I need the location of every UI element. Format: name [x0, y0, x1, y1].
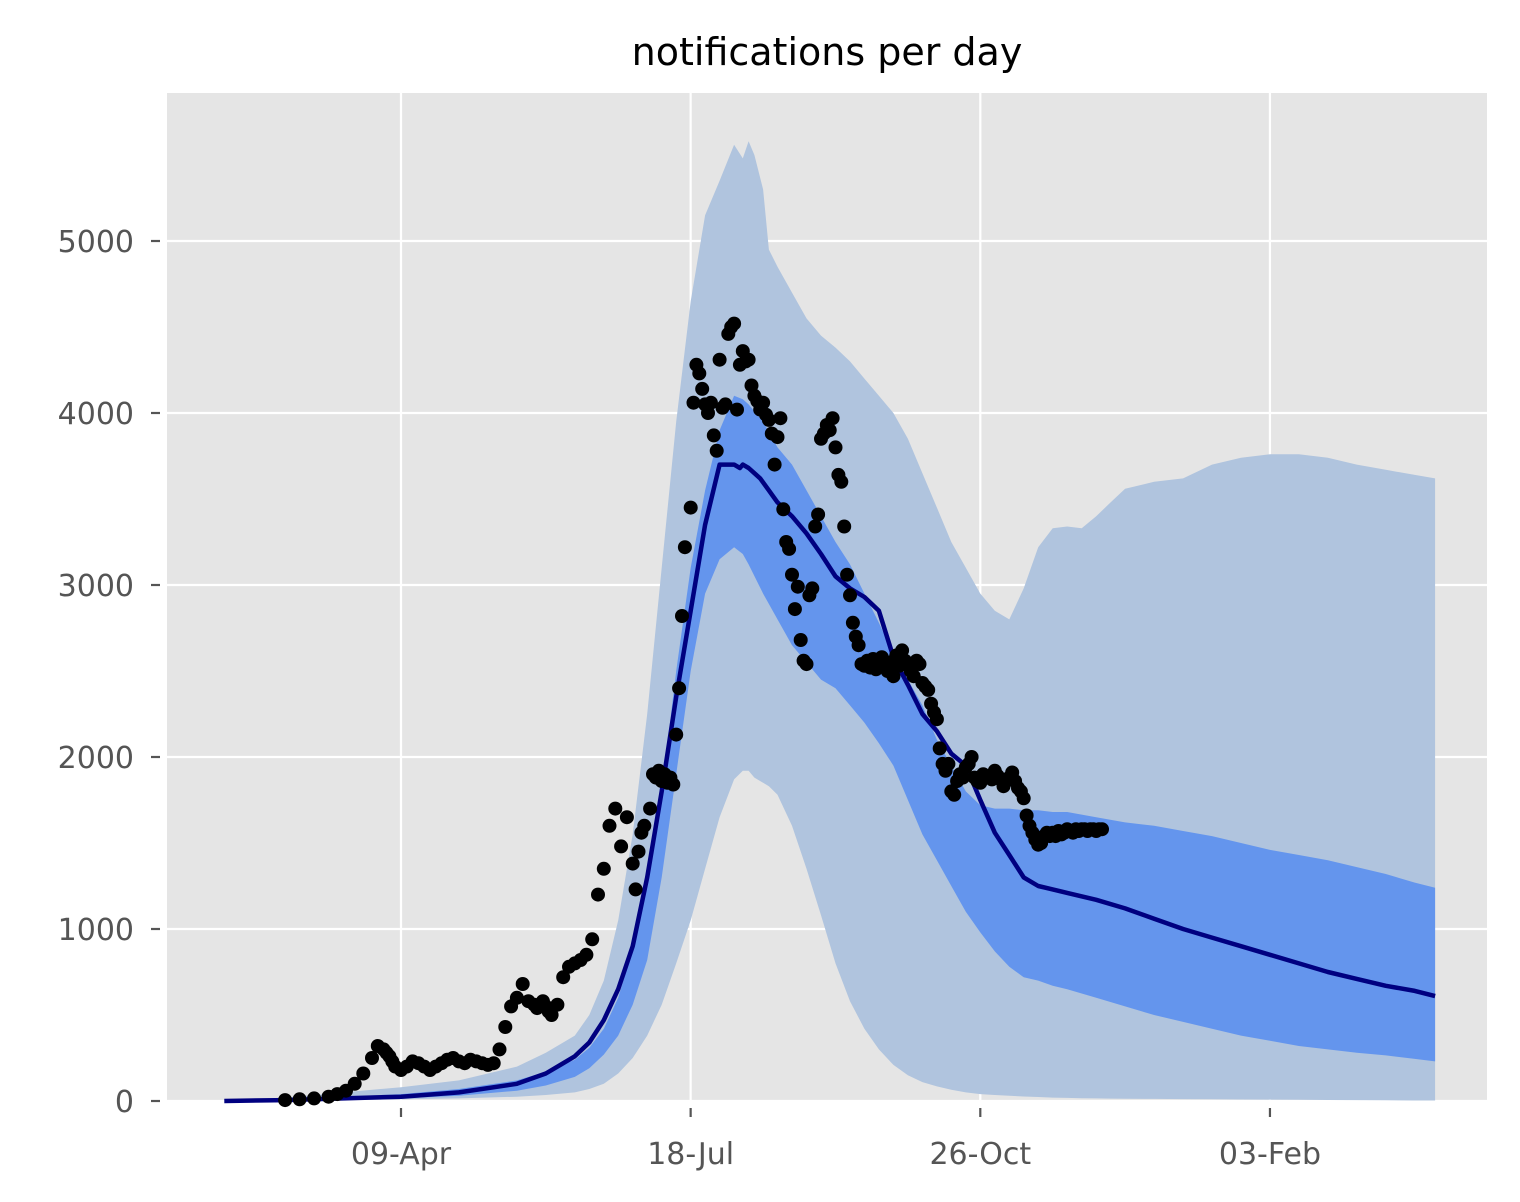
data-point	[486, 1056, 501, 1071]
data-point	[811, 507, 826, 522]
data-point	[683, 500, 698, 515]
data-point	[828, 440, 843, 455]
data-point	[492, 1042, 507, 1057]
data-point	[941, 756, 956, 771]
median-line	[224, 462, 1436, 1104]
y-tick-label: 4000	[58, 397, 134, 432]
data-point	[782, 541, 797, 556]
data-point	[808, 519, 823, 534]
data-point	[921, 682, 936, 697]
y-axis: 0 1000 2000 3000 4000 5000	[58, 225, 160, 1120]
x-axis: 09-Apr 18-Jul 26-Oct 03-Feb	[351, 1108, 1321, 1172]
y-tick-label: 0	[115, 1085, 134, 1120]
inner-credible-band	[224, 395, 1436, 1101]
data-point	[793, 633, 808, 647]
data-point	[292, 1092, 307, 1107]
data-point	[686, 395, 701, 410]
data-point	[947, 787, 962, 802]
x-tick-label: 26-Oct	[929, 1137, 1031, 1172]
data-point	[591, 887, 605, 902]
data-point	[843, 588, 857, 603]
data-point	[1016, 791, 1031, 806]
data-point	[619, 810, 634, 825]
data-point	[730, 402, 744, 417]
data-point	[709, 443, 724, 458]
data-point	[703, 395, 718, 410]
data-point	[805, 581, 820, 596]
data-point	[929, 712, 944, 727]
data-point	[614, 839, 629, 854]
data-point	[706, 428, 721, 443]
x-tick-label: 09-Apr	[351, 1137, 452, 1172]
data-point	[695, 381, 710, 396]
data-point	[550, 997, 565, 1012]
data-point	[822, 423, 837, 438]
data-point	[718, 397, 733, 412]
data-point	[756, 395, 771, 410]
observed-points	[278, 316, 1109, 1108]
y-tick-label: 3000	[58, 569, 134, 604]
data-point	[692, 366, 707, 381]
data-point	[785, 567, 799, 582]
data-point	[790, 579, 805, 594]
data-point	[727, 316, 742, 331]
data-point	[625, 856, 640, 871]
data-point	[544, 1008, 559, 1022]
data-point	[637, 818, 652, 833]
data-point	[365, 1051, 379, 1065]
data-point	[643, 801, 658, 816]
data-point	[770, 430, 785, 445]
data-point	[834, 474, 849, 489]
data-point	[608, 801, 623, 816]
data-point	[631, 844, 646, 859]
data-point	[509, 990, 524, 1005]
data-point	[851, 638, 866, 653]
data-point	[840, 567, 855, 582]
data-point	[825, 411, 840, 426]
data-point	[675, 609, 689, 623]
y-tick-label: 5000	[58, 225, 134, 260]
data-point	[837, 519, 852, 534]
data-point	[741, 352, 756, 367]
data-point	[912, 657, 927, 672]
data-point	[347, 1076, 362, 1091]
data-point	[886, 669, 901, 684]
y-tick-label: 2000	[58, 741, 134, 776]
data-point	[773, 411, 788, 426]
data-point	[585, 932, 600, 947]
data-point	[628, 882, 643, 897]
data-point	[712, 352, 727, 367]
data-point	[672, 681, 687, 696]
data-point	[787, 602, 802, 617]
data-point	[498, 1020, 513, 1034]
data-point	[579, 947, 594, 962]
data-point	[666, 777, 681, 792]
data-point	[356, 1066, 371, 1081]
data-point	[669, 727, 684, 742]
data-point	[761, 412, 776, 427]
data-point	[1095, 822, 1109, 837]
y-tick-label: 1000	[58, 913, 134, 948]
data-point	[677, 540, 692, 555]
data-point	[307, 1091, 322, 1106]
data-point	[602, 818, 617, 833]
data-point	[799, 657, 814, 672]
data-point	[515, 977, 530, 991]
data-point	[776, 502, 791, 517]
data-point	[596, 861, 611, 876]
data-point	[845, 615, 860, 630]
data-point	[556, 970, 571, 985]
data-point	[964, 750, 979, 764]
data-point	[932, 741, 947, 756]
x-tick-label: 18-Jul	[647, 1137, 734, 1172]
chart-title: notifications per day	[631, 30, 1023, 74]
x-tick-label: 03-Feb	[1219, 1137, 1321, 1172]
data-point	[278, 1093, 293, 1108]
data-point	[767, 457, 782, 472]
